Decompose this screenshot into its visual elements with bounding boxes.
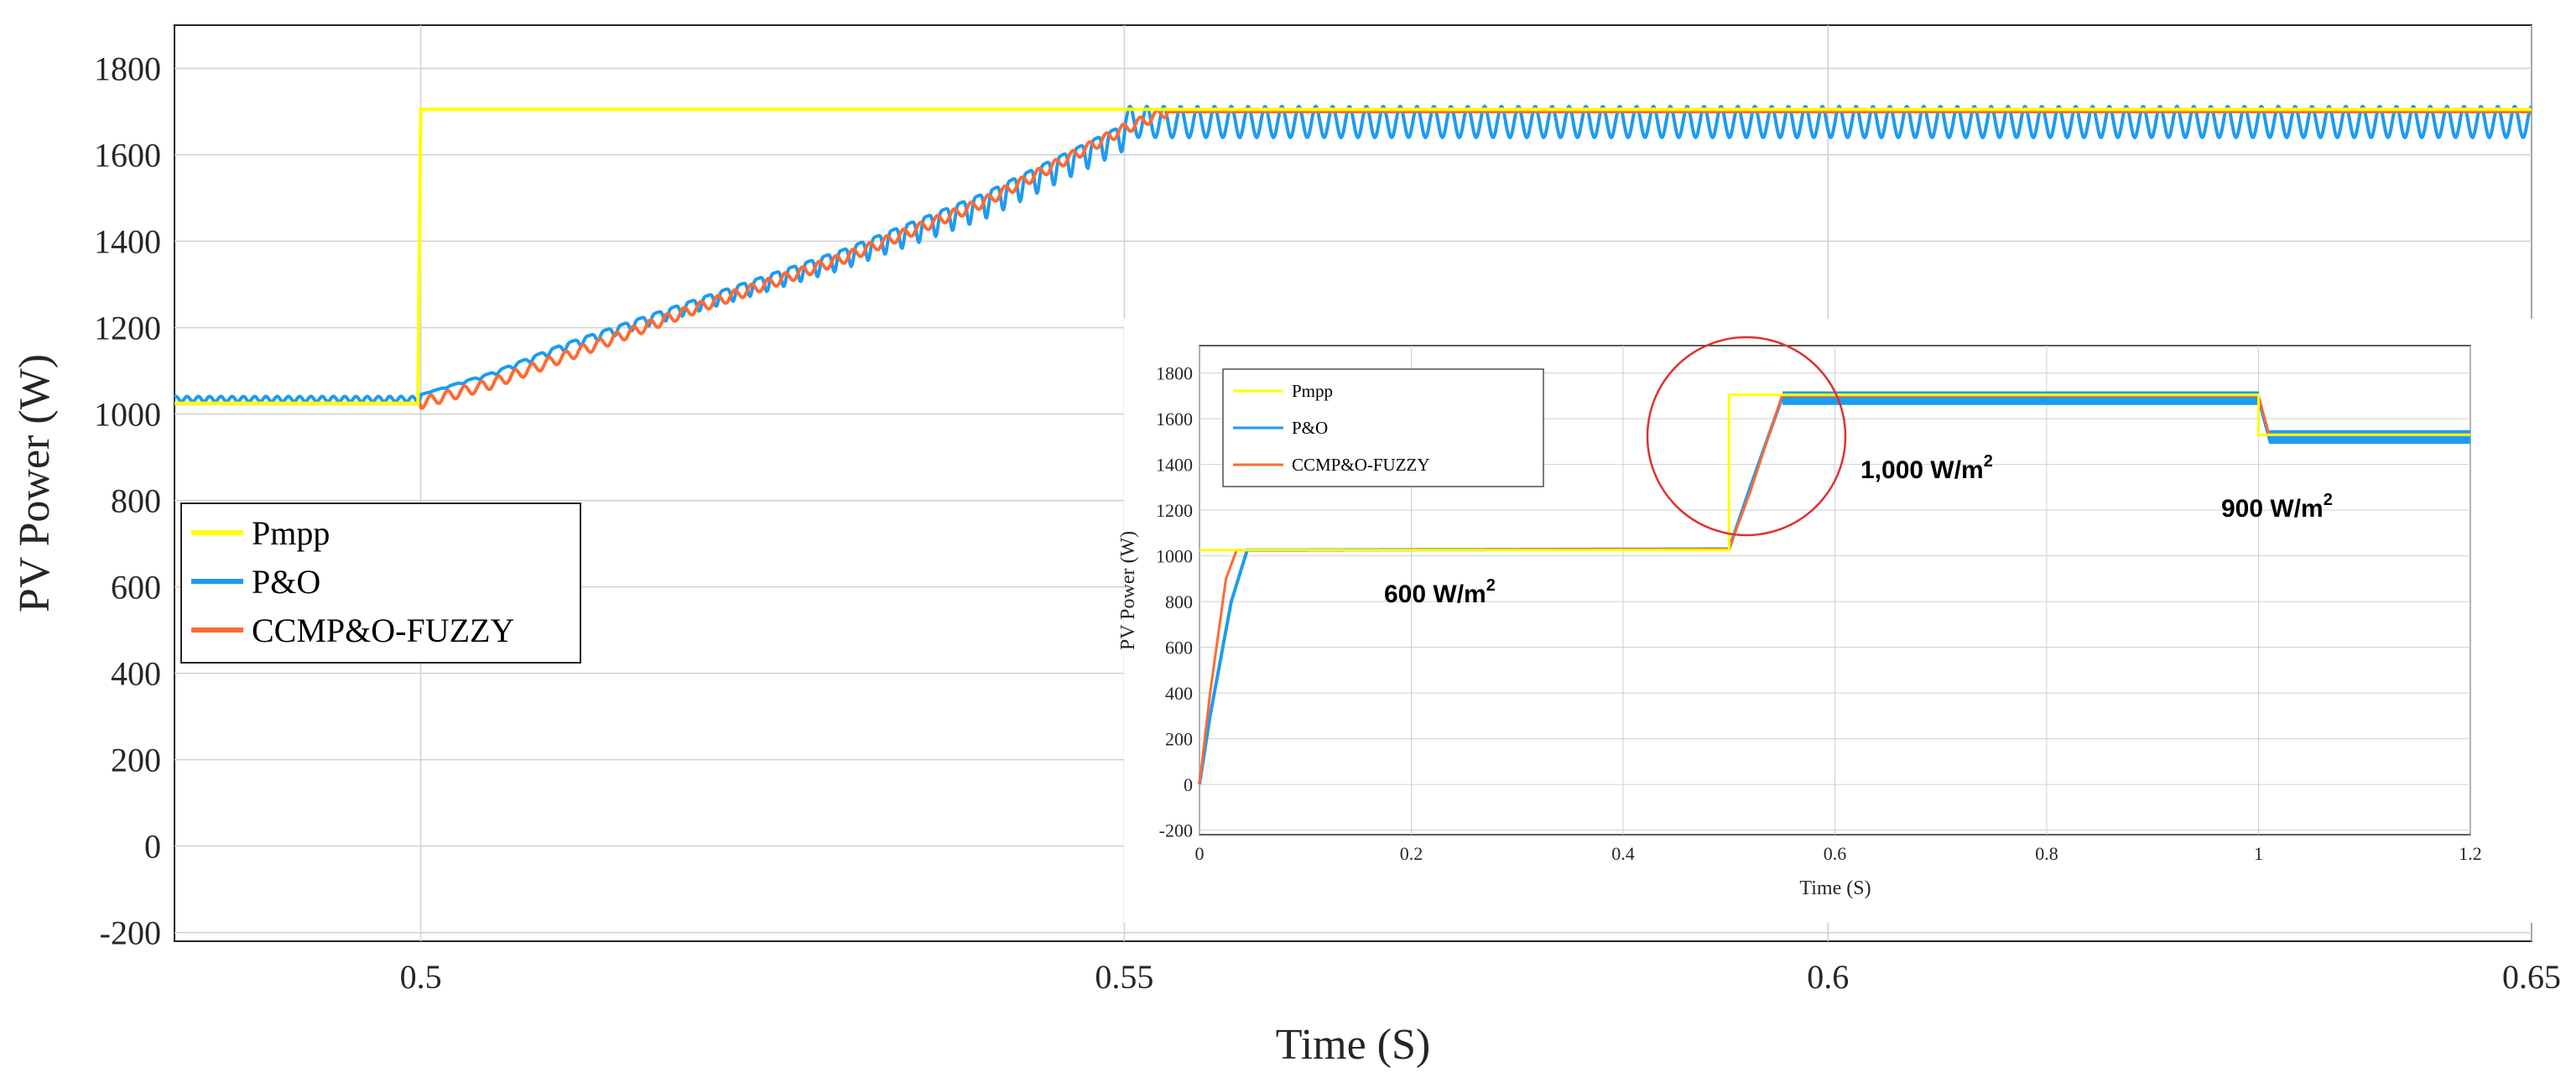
series-pmpp [174,107,2532,405]
inset-highlight-circle [1646,336,1847,537]
main-tick-labels: 0.5 0.55 0.6 0.65-2000200400600800100012001… [94,50,2561,996]
annotation-1000-sup: 2 [1984,452,1993,471]
y-tick-label: 400 [111,655,161,693]
inset-grid [1199,346,2471,835]
series-po-band [1782,391,2470,445]
x-tick-label: 0.5 [400,958,442,996]
y-tick-label: 1000 [94,396,161,434]
inset-tick-labels: 0 0.2 0.4 0.6 0.8 1 1.2-2000200400600800100012… [1156,363,2482,864]
inset-y-axis-title: PV Power (W) [1117,531,1139,650]
series-po [173,104,2533,404]
x-tick-label: 0.6 [1807,958,1849,996]
y-tick-label: -200 [100,914,161,952]
x-tick-label: 0.4 [1611,843,1635,864]
series-pmpp [1200,393,2470,552]
main-legend: Pmpp P&O CCMP&O-FUZZY [180,502,581,664]
y-tick-label: 1200 [94,310,161,347]
annotation-600-sup: 2 [1486,576,1496,595]
x-tick-label: 0.65 [2502,958,2561,996]
y-tick-label: 0 [1184,774,1193,795]
inset-legend: Pmpp P&O CCMP&O-FUZZY [1222,368,1544,487]
y-tick-label: 800 [1165,591,1193,612]
inset-legend-label-po: P&O [1292,418,1328,438]
y-tick-label: 0 [144,828,161,866]
main-y-axis-title: PV Power (W) [11,354,59,612]
y-tick-label: -200 [1159,820,1193,841]
legend-label-po: P&O [252,563,320,601]
y-tick-label: 600 [1165,638,1193,659]
y-tick-label: 1800 [1156,363,1193,384]
y-tick-label: 1600 [94,137,161,174]
y-tick-label: 400 [1165,683,1193,704]
inset-legend-label-ccmp: CCMP&O-FUZZY [1292,455,1430,475]
x-tick-label: 0 [1195,843,1205,864]
y-tick-label: 200 [1165,729,1193,750]
y-tick-label: 1600 [1156,409,1193,430]
annotation-600-main: 600 W/m [1384,581,1486,608]
x-tick-label: 1.2 [2459,843,2482,864]
main-x-axis-title: Time (S) [1276,1021,1430,1069]
x-tick-label: 0.55 [1095,958,1153,996]
legend-label-pmpp: Pmpp [252,514,330,552]
inset-x-axis-title: Time (S) [1799,877,1871,899]
y-tick-label: 1400 [94,223,161,261]
y-tick-label: 1200 [1156,500,1193,521]
series-ccmp-fuzzy [174,108,2532,410]
y-tick-label: 800 [111,482,161,520]
legend-label-ccmp: CCMP&O-FUZZY [252,612,514,649]
main-legend-box [180,502,581,664]
y-tick-label: 600 [111,569,161,607]
annotation-900-sup: 2 [2324,491,2333,509]
y-tick-label: 200 [111,742,161,779]
annotation-900-main: 900 W/m [2221,495,2324,523]
y-tick-label: 1400 [1156,455,1193,476]
inset-legend-label-pmpp: Pmpp [1292,381,1333,401]
x-tick-label: 1 [2254,843,2263,864]
x-tick-label: 0.8 [2035,843,2058,864]
y-tick-label: 1000 [1156,546,1193,567]
x-tick-label: 0.2 [1400,843,1423,864]
inset-series [1198,391,2471,785]
x-tick-label: 0.6 [1824,843,1847,864]
y-tick-label: 1800 [94,50,161,88]
annotation-900: 900 W/m2 [2221,491,2333,523]
annotation-600: 600 W/m2 [1384,576,1496,608]
main-series [173,104,2533,410]
annotation-1000: 1,000 W/m2 [1860,452,1993,484]
annotation-1000-main: 1,000 W/m [1860,456,1984,484]
inset-chart: 0 0.2 0.4 0.6 0.8 1 1.2-2000200400600800100012… [1117,319,2550,923]
